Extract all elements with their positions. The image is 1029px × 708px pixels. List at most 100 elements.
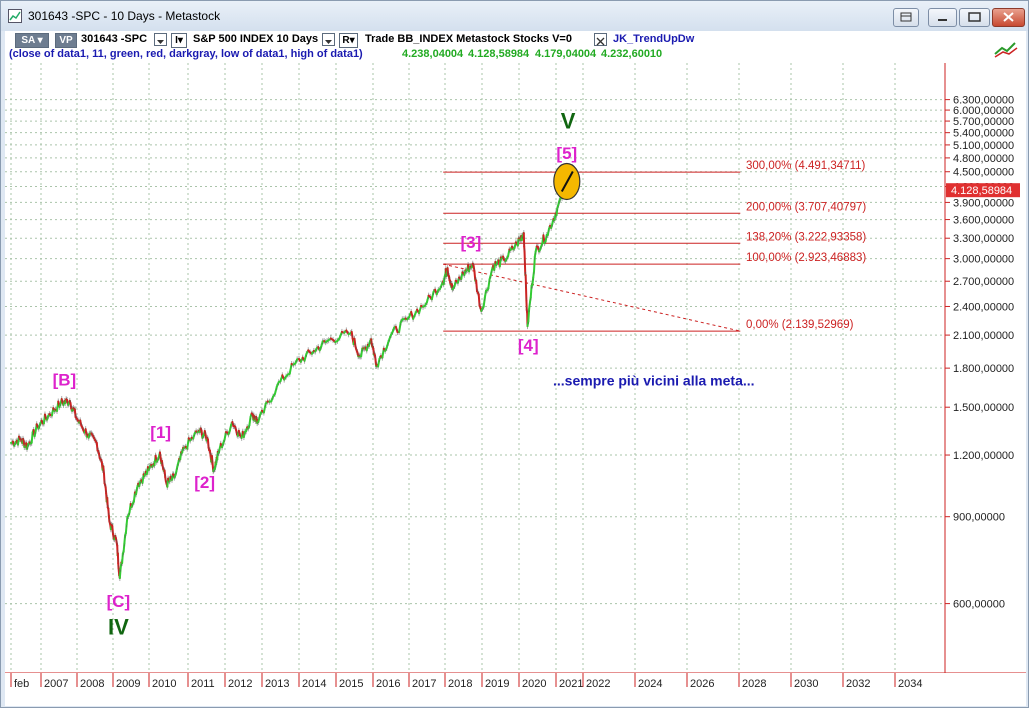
close-button[interactable] — [992, 8, 1025, 27]
x-axis-band — [5, 673, 1026, 706]
price-chart[interactable]: 300,00% (4.491,34711) 200,00% (3.707,4079… — [5, 63, 1026, 706]
grid-layer — [5, 63, 942, 671]
wave-label: V — [561, 109, 576, 134]
y-tick-label: 5.100,00000 — [953, 140, 1014, 152]
x-tick-label: 2026 — [690, 678, 714, 690]
x-tick-label: 2015 — [339, 678, 363, 690]
r-label: R — [342, 35, 350, 46]
axes: 600,00000 900,00000 1.200,00000 1.500,00000… — [5, 63, 1026, 706]
y-tick-label: 5.700,00000 — [953, 116, 1014, 128]
period-dropdown[interactable] — [322, 33, 335, 46]
y-tick-label: 600,00000 — [953, 599, 1005, 611]
x-tick-label: 2007 — [44, 678, 68, 690]
vp-button[interactable]: VP — [55, 33, 77, 48]
minimize-button[interactable] — [928, 8, 957, 27]
x-tick-label: feb — [14, 678, 29, 690]
indicator-formula: (close of data1, 11, green, red, darkgra… — [9, 48, 363, 60]
x-tick-label: 2034 — [898, 678, 922, 690]
y-tick-label: 4.800,00000 — [953, 153, 1014, 165]
y-tick-label: 3.900,00000 — [953, 197, 1014, 209]
symbol-label: 301643 -SPC — [81, 33, 148, 45]
x-tick-label: 2030 — [794, 678, 818, 690]
annotation-text: ...sempre più vicini alla meta... — [553, 372, 755, 388]
x-tick-label: 2014 — [302, 678, 326, 690]
wave-label: [B] — [53, 370, 77, 389]
x-tick-label: 2024 — [638, 678, 662, 690]
fib-level-label: 300,00% (4.491,34711) — [746, 160, 866, 172]
r-selector[interactable]: R▾ — [339, 33, 358, 48]
x-tick-label: 2009 — [116, 678, 140, 690]
wave-label: IV — [108, 614, 129, 639]
sa-label: SA — [21, 35, 35, 46]
readout-3: 4.179,04004 — [535, 48, 597, 60]
wave-label: [5] — [556, 144, 577, 163]
vp-label: VP — [59, 35, 73, 46]
wave-label: [2] — [194, 473, 215, 492]
sa-selector[interactable]: SA ▾ — [15, 33, 49, 48]
fib-level-label: 138,20% (3.222,93358) — [746, 231, 866, 243]
price-series — [10, 179, 570, 582]
chevron-down-icon — [157, 40, 164, 44]
trade-info: Trade BB_INDEX Metastock Stocks V=0 — [365, 33, 572, 45]
fib-level-label: 100,00% (2.923,46883) — [746, 252, 866, 264]
x-tick-label: 2022 — [586, 678, 610, 690]
symbol-dropdown[interactable] — [154, 33, 167, 46]
y-tick-label: 6.300,00000 — [953, 95, 1014, 107]
readout-1: 4.238,04004 — [402, 48, 464, 60]
x-tick-label: 2017 — [412, 678, 436, 690]
close-icon — [596, 37, 605, 46]
chart-toolbar: SA ▾ VP 301643 -SPC I▾ S&P 500 INDEX 10 … — [5, 31, 1026, 63]
chart-style-icon[interactable] — [993, 39, 1019, 59]
title-bar: 301643 -SPC - 10 Days - Metastock — [1, 1, 1028, 31]
x-tick-label: 2011 — [191, 678, 215, 690]
x-tick-label: 2013 — [265, 678, 289, 690]
x-tick-label: 2021 — [559, 678, 583, 690]
y-tick-label: 1.500,00000 — [953, 402, 1014, 414]
x-tick-label: 2016 — [376, 678, 400, 690]
target-stroke — [560, 170, 574, 192]
fib-level-label: 0,00% (2.139,52969) — [746, 319, 854, 331]
trendline — [443, 263, 741, 332]
y-tick-label: 900,00000 — [953, 512, 1005, 524]
y-tick-label: 5.400,00000 — [953, 128, 1014, 140]
x-tick-label: 2010 — [152, 678, 176, 690]
readout-2: 4.128,58984 — [468, 48, 530, 60]
x-tick-label: 2019 — [485, 678, 509, 690]
last-price-label: 4.128,58984 — [951, 185, 1012, 197]
restore-layout-button[interactable] — [893, 8, 919, 27]
y-tick-label: 3.300,00000 — [953, 233, 1014, 245]
wave-label: [3] — [461, 233, 482, 252]
interval-selector[interactable]: I▾ — [171, 33, 187, 48]
y-tick-label: 1.800,00000 — [953, 363, 1014, 375]
close-icon — [1003, 12, 1014, 22]
window-title: 301643 -SPC - 10 Days - Metastock — [28, 9, 221, 23]
readout-4: 4.232,60010 — [601, 48, 663, 60]
indicator-name[interactable]: JK_TrendUpDw — [613, 33, 695, 45]
y-tick-label: 3.600,00000 — [953, 215, 1014, 227]
x-tick-label: 2008 — [80, 678, 104, 690]
wave-labels: [B] [C] IV [1] [2] [3] [4] [5] V ...sempre più vi… — [53, 109, 755, 640]
interval-label: I — [175, 35, 178, 46]
maximize-icon — [968, 12, 981, 22]
maximize-button[interactable] — [959, 8, 990, 27]
instrument-label: S&P 500 INDEX 10 Days — [193, 33, 319, 45]
wave-label: [1] — [150, 423, 171, 442]
x-tick-label: 2028 — [742, 678, 766, 690]
y-tick-label: 1.200,00000 — [953, 450, 1014, 462]
minimize-icon — [938, 19, 947, 21]
y-tick-label: 2.400,00000 — [953, 301, 1014, 313]
fibonacci-layer: 300,00% (4.491,34711) 200,00% (3.707,4079… — [443, 160, 866, 332]
x-tick-label: 2012 — [228, 678, 252, 690]
x-tick-label: 2018 — [448, 678, 472, 690]
y-tick-label: 6.000,00000 — [953, 105, 1014, 117]
remove-indicator-button[interactable] — [594, 33, 607, 46]
y-tick-label: 4.500,00000 — [953, 167, 1014, 179]
wave-label: [4] — [518, 336, 539, 355]
wave-label: [C] — [107, 592, 131, 611]
fib-level-label: 200,00% (3.707,40797) — [746, 201, 866, 213]
chevron-down-icon — [325, 40, 332, 44]
chart-area[interactable]: 300,00% (4.491,34711) 200,00% (3.707,4079… — [5, 63, 1026, 706]
metastock-chart-icon — [8, 9, 22, 23]
layout-icon — [900, 12, 912, 22]
